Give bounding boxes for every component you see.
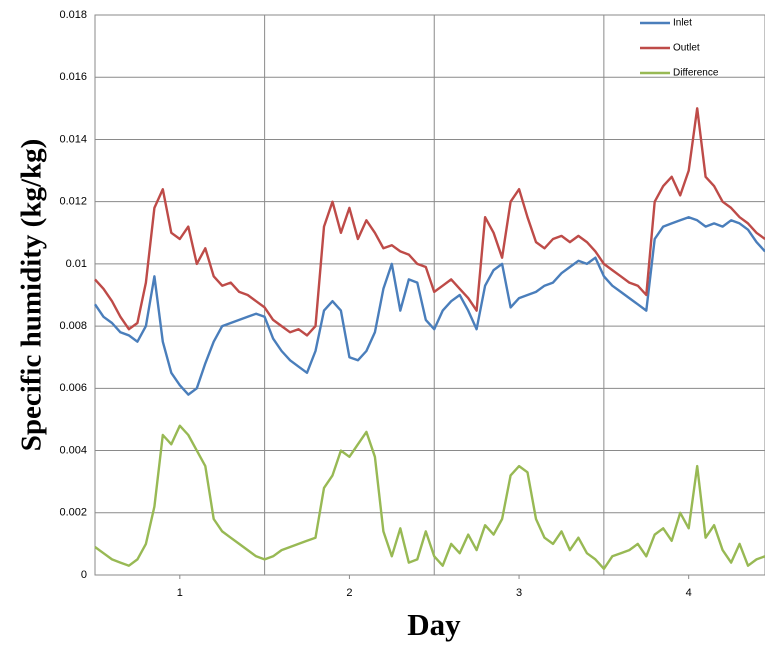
x-tick-label: 1 [177,587,183,599]
x-axis-title: Day [407,607,461,642]
y-tick-label: 0.012 [59,196,87,208]
legend-label: Inlet [673,18,692,29]
legend-label: Outlet [673,43,700,54]
y-tick-label: 0.016 [59,71,87,83]
y-tick-label: 0.004 [59,444,87,456]
series-line [94,216,765,396]
y-tick-label: 0.01 [66,258,87,270]
y-tick-label: 0 [81,569,87,581]
x-tick-label: 4 [686,587,692,599]
y-tick-label: 0.008 [59,320,87,332]
series-line [94,424,765,570]
x-tick-label: 2 [346,587,352,599]
y-tick-label: 0.014 [59,133,87,145]
y-axis-title: Specific humidity (kg/kg) [16,139,48,452]
y-tick-label: 0.018 [59,9,87,21]
legend-label: Difference [673,68,719,79]
series-line [94,107,765,337]
y-tick-label: 0.006 [59,382,87,394]
plot-area [94,14,765,576]
x-tick-label: 3 [516,587,522,599]
y-tick-label: 0.002 [59,507,87,519]
